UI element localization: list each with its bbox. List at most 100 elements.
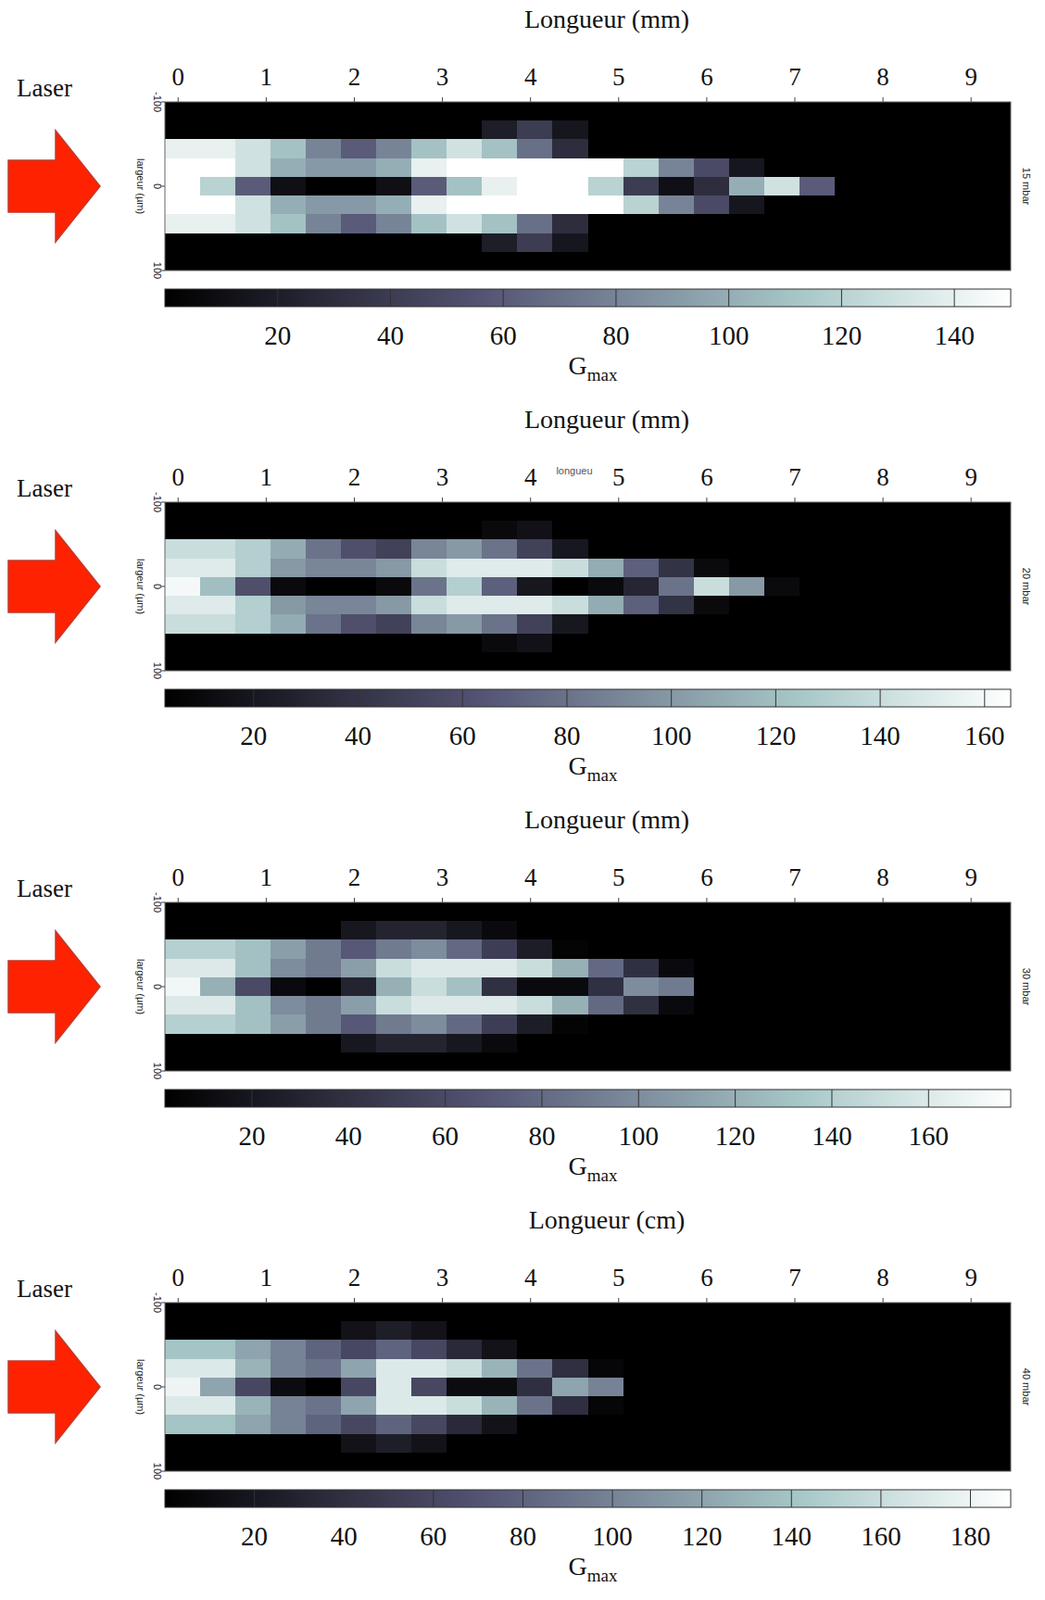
- heatmap-cell: [305, 920, 342, 941]
- heatmap-cell: [905, 251, 942, 271]
- heatmap-cell: [446, 633, 483, 654]
- heatmap-cell: [481, 939, 518, 959]
- laser-arrow: [8, 130, 101, 242]
- heatmap-cell: [834, 1359, 871, 1379]
- x-tick-label: 7: [788, 463, 802, 492]
- heatmap-cell: [905, 614, 942, 634]
- heatmap-cell: [588, 233, 625, 253]
- heatmap-cell: [799, 176, 836, 197]
- heatmap-cell: [481, 1014, 518, 1034]
- colorbar-tick-label: 40: [344, 720, 372, 751]
- heatmap-cell: [340, 1339, 378, 1360]
- heatmap-cell: [516, 652, 554, 671]
- heatmap-cell: [200, 1052, 237, 1071]
- y-tick-label: -100: [151, 491, 164, 513]
- heatmap-cell: [869, 1052, 907, 1071]
- heatmap-cell: [623, 1377, 660, 1398]
- heatmap-cell: [340, 920, 378, 941]
- heatmap-cell: [270, 1359, 307, 1379]
- heatmap-cell: [200, 1359, 237, 1379]
- heatmap-cell: [940, 1377, 977, 1398]
- heatmap-cell: [623, 1302, 660, 1322]
- heatmap-cell: [799, 958, 836, 979]
- heatmap-cell: [340, 195, 378, 215]
- heatmap-cell: [411, 652, 448, 671]
- heatmap-cell: [516, 1052, 554, 1071]
- x-tick-label: 6: [700, 863, 714, 892]
- heatmap-cell: [940, 539, 977, 559]
- heatmap-cell: [869, 577, 907, 597]
- heatmap-cell: [446, 614, 483, 634]
- heatmap-cell: [940, 1302, 977, 1322]
- heatmap-cell: [552, 1014, 589, 1034]
- heatmap-cell: [200, 1033, 237, 1054]
- heatmap-cell: [446, 1014, 483, 1034]
- heatmap-cell: [516, 939, 554, 959]
- x-tick: [529, 897, 531, 903]
- heatmap-cell: [975, 158, 1011, 178]
- panel-subtitle: 30 mbar: [1020, 968, 1033, 1007]
- heatmap-cell: [552, 1434, 589, 1454]
- colorbar-tick-label: 20: [240, 1521, 268, 1551]
- heatmap-cell: [270, 1396, 307, 1416]
- heatmap-cell: [729, 138, 766, 159]
- heatmap-cell: [729, 1377, 766, 1398]
- heatmap-cell: [658, 633, 695, 654]
- heatmap-cell: [623, 251, 660, 271]
- heatmap-cell: [869, 101, 907, 122]
- heatmap-cell: [446, 558, 483, 579]
- heatmap-cell: [693, 995, 731, 1016]
- heatmap-cell: [658, 158, 695, 178]
- heatmap-cell: [235, 502, 272, 522]
- heatmap-cell: [799, 158, 836, 178]
- heatmap-cell: [481, 652, 518, 671]
- laser-label: Laser: [16, 1274, 73, 1303]
- heatmap-cell: [481, 1434, 518, 1454]
- heatmap-cell: [940, 902, 977, 922]
- heatmap-cell: [905, 1396, 942, 1416]
- x-tick-label: 0: [172, 463, 186, 492]
- heatmap-cell: [869, 1033, 907, 1054]
- heatmap-cell: [340, 614, 378, 634]
- x-tick: [529, 97, 531, 102]
- heatmap-cell: [235, 214, 272, 234]
- heatmap-cell: [729, 614, 766, 634]
- heatmap-cell: [376, 577, 413, 597]
- heatmap-cell: [658, 502, 695, 522]
- heatmap-cell: [270, 502, 307, 522]
- heatmap-cell: [940, 558, 977, 579]
- heatmap-cell: [940, 977, 977, 997]
- heatmap-cell: [235, 1359, 272, 1379]
- heatmap-cell: [376, 995, 413, 1016]
- heatmap-cell: [552, 958, 589, 979]
- heatmap-cell: [446, 176, 483, 197]
- heatmap-cell: [764, 138, 801, 159]
- heatmap-cell: [305, 958, 342, 979]
- heatmap-cell: [235, 1321, 272, 1341]
- x-tick: [177, 897, 179, 903]
- heatmap-cell: [834, 1414, 871, 1435]
- heatmap-cell: [411, 595, 448, 616]
- heatmap-cell: [340, 958, 378, 979]
- x-tick: [177, 1297, 179, 1303]
- x-tick: [529, 497, 531, 503]
- heatmap-cell: [623, 577, 660, 597]
- heatmap-cell: [905, 1033, 942, 1054]
- x-tick-label: 5: [612, 863, 626, 892]
- heatmap-cell: [588, 614, 625, 634]
- heatmap-cell: [940, 1396, 977, 1416]
- heatmap-cell: [729, 214, 766, 234]
- heatmap-cell: [446, 1302, 483, 1322]
- heatmap-cell: [905, 138, 942, 159]
- y-tick-label: 100: [151, 1462, 164, 1480]
- heatmap-cell: [446, 101, 483, 122]
- colorbar-tick-label: 100: [618, 1120, 660, 1151]
- heatmap-cell: [693, 977, 731, 997]
- heatmap-cell: [516, 233, 554, 253]
- heatmap-cell: [658, 1052, 695, 1071]
- heatmap-cell: [411, 120, 448, 140]
- heatmap-cell: [305, 195, 342, 215]
- heatmap-cell: [905, 958, 942, 979]
- heatmap-cell: [305, 995, 342, 1016]
- colorbar-tick: [983, 689, 985, 707]
